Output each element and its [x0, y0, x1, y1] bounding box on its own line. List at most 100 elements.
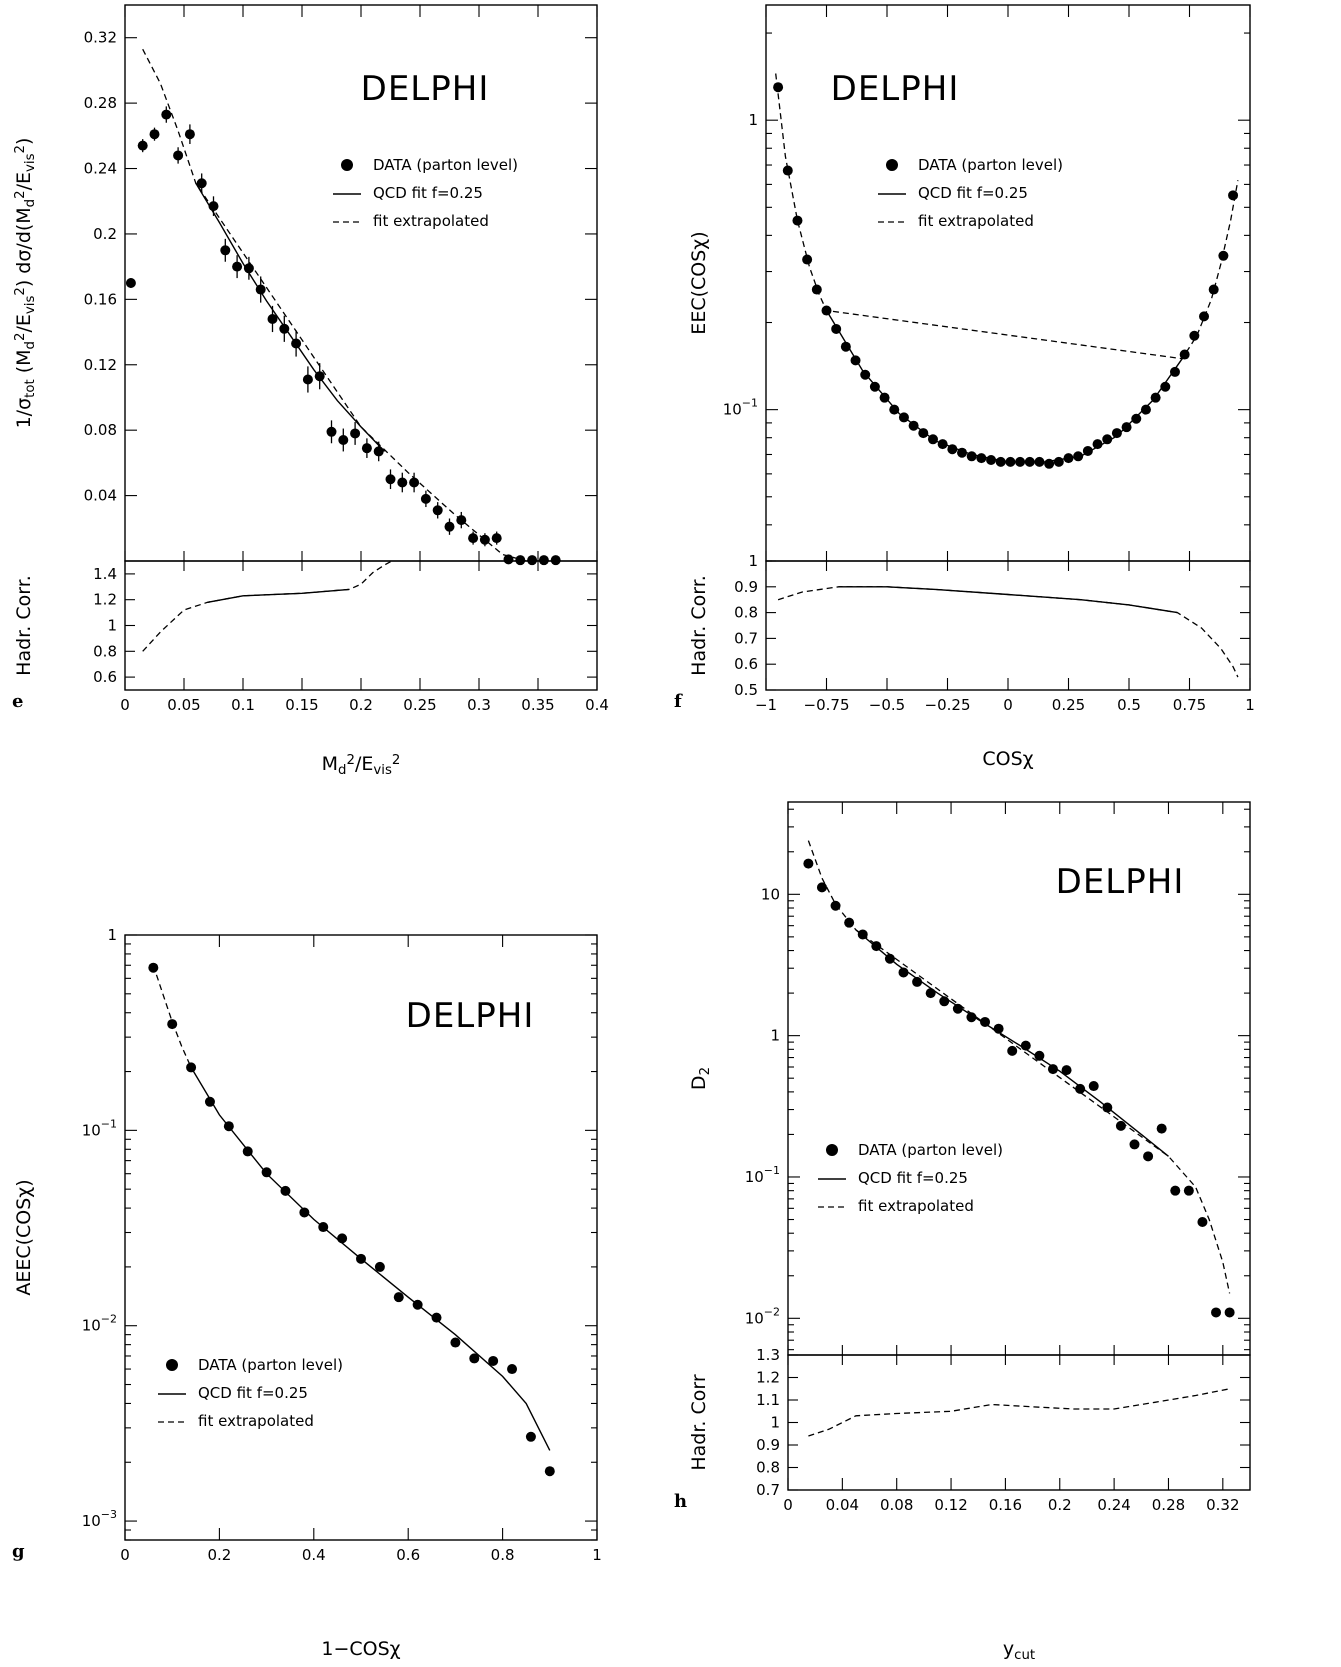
data-point — [550, 555, 561, 566]
data-point — [137, 140, 148, 151]
data-point — [469, 1353, 480, 1364]
hadr-y-title: Hadr. Corr. — [688, 575, 710, 676]
data-point — [976, 453, 987, 464]
hadr-y-tick-label: 1.1 — [756, 1391, 780, 1409]
hadr-y-tick-label: 1 — [770, 1414, 780, 1432]
x-tick-label: 0.75 — [1173, 696, 1206, 714]
x-tick-label: 0.4 — [302, 1546, 326, 1564]
data-point — [1111, 428, 1122, 439]
hadr-y-tick-label: 0.9 — [734, 578, 758, 596]
data-point — [444, 521, 455, 532]
x-tick-label: −0.75 — [804, 696, 850, 714]
data-point — [816, 882, 827, 893]
hadr-dashed-line — [808, 1388, 1230, 1437]
qcd-fit-line — [195, 182, 386, 452]
qcd-fit-line — [825, 310, 1183, 463]
hadr-y-tick-label: 0.5 — [734, 681, 758, 699]
x-tick-label: −1 — [755, 696, 777, 714]
y-tick-label: 10−1 — [82, 1117, 117, 1139]
x-tick-label: 0.16 — [989, 1496, 1022, 1514]
y-tick-label: 0.12 — [84, 356, 117, 374]
data-point — [302, 374, 313, 385]
x-tick-label: 0.12 — [934, 1496, 967, 1514]
data-point — [840, 341, 851, 352]
legend-marker — [886, 159, 898, 171]
data-point — [220, 245, 231, 256]
data-point — [1131, 413, 1142, 424]
y-tick-label: 0.04 — [84, 487, 117, 505]
data-point — [267, 313, 278, 324]
x-axis-title: ycut — [1003, 1638, 1035, 1663]
x-tick-label: 0.25 — [1052, 696, 1085, 714]
hadr-y-tick-label: 0.8 — [734, 604, 758, 622]
y-tick-label: 0.08 — [84, 421, 117, 439]
x-axis-title: Md2/Evis2 — [322, 753, 401, 778]
data-point — [338, 434, 349, 445]
y-tick-label: 10−3 — [82, 1508, 117, 1530]
x-tick-label: 1 — [592, 1546, 602, 1564]
data-point — [525, 1431, 536, 1442]
data-point — [782, 165, 793, 176]
legend-label: fit extrapolated — [858, 1197, 974, 1215]
data-point — [432, 505, 443, 516]
data-point — [350, 428, 361, 439]
legend-marker — [826, 1144, 838, 1156]
data-point — [507, 1364, 518, 1375]
data-point — [409, 477, 420, 488]
panel-f: 1 10−1 −1 −0.75 −0.5 −0.25 0 0.25 0.5 0.75 1 COSχ EE… — [674, 4, 1255, 770]
x-tick-label: 0 — [120, 696, 130, 714]
x-tick-label: 0.4 — [585, 696, 609, 714]
hadr-y-tick-label: 0.6 — [734, 655, 758, 673]
x-tick-label: 0 — [1003, 696, 1013, 714]
data-point — [393, 1292, 404, 1303]
chart-title: DELPHI — [406, 996, 535, 1036]
data-point — [148, 962, 159, 973]
data-point — [1208, 284, 1219, 295]
data-point — [373, 446, 384, 457]
x-tick-label: 0.1 — [231, 696, 255, 714]
data-point — [803, 858, 814, 869]
data-point — [1170, 1185, 1181, 1196]
panel-h: 10 1 10−1 10−2 0 0.04 0.08 0.12 0.16 0.2 0.24 0.28 0… — [674, 801, 1251, 1663]
hadr-y-tick-label: 0.6 — [93, 668, 117, 686]
legend-label: QCD fit f=0.25 — [858, 1169, 968, 1187]
data-point — [802, 254, 813, 265]
legend-label: DATA (parton level) — [198, 1356, 343, 1374]
x-tick-label: −0.25 — [925, 696, 971, 714]
x-tick-label: 0 — [120, 1546, 130, 1564]
data-point — [431, 1312, 442, 1323]
x-tick-label: 0.6 — [396, 1546, 420, 1564]
y-tick-label: 10−2 — [745, 1305, 780, 1327]
data-point — [186, 1062, 197, 1073]
x-tick-label: 0 — [783, 1496, 793, 1514]
data-point — [1061, 1065, 1072, 1076]
data-point — [527, 555, 538, 566]
data-point — [280, 1185, 291, 1196]
hadr-y-tick-label: 1.4 — [93, 565, 117, 583]
hadr-solid-line — [838, 586, 1178, 614]
x-tick-label: 0.35 — [521, 696, 554, 714]
legend-label: DATA (parton level) — [373, 156, 518, 174]
data-point — [450, 1337, 461, 1348]
data-point — [515, 555, 526, 566]
data-point — [1211, 1307, 1222, 1318]
x-tick-label: 0.5 — [1117, 696, 1141, 714]
data-point — [544, 1466, 555, 1477]
data-point — [149, 129, 160, 140]
legend-label: DATA (parton level) — [858, 1141, 1003, 1159]
panel-letter: h — [674, 1491, 687, 1512]
fit-extrapolated-line — [775, 73, 1239, 360]
legend-marker — [166, 1359, 178, 1371]
data-point — [488, 1355, 499, 1366]
panel-e: 0.04 0.08 0.12 0.16 0.2 0.24 0.28 0.32 0 0.05 0.1 0… — [12, 4, 609, 778]
data-point — [1218, 250, 1229, 261]
fit-extrapolated-line — [807, 840, 1231, 1294]
plot-frame — [124, 934, 598, 1541]
y-tick-label: 10−1 — [745, 1164, 780, 1186]
data-point — [385, 474, 396, 485]
data-point — [125, 278, 136, 288]
data-point — [326, 426, 337, 437]
legend-label: DATA (parton level) — [918, 156, 1063, 174]
x-tick-label: 0.05 — [167, 696, 200, 714]
